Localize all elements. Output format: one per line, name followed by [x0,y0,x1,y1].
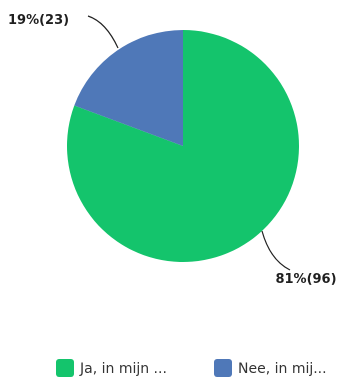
legend-label-1: Ja, in mijn ... [79,361,167,377]
legend-item-1[interactable]: Ja, in mijn ... [56,359,167,377]
legend-swatch-1 [56,359,74,377]
data-label-2: 19%(23) [8,13,69,28]
pie-slice-1[interactable] [67,30,300,262]
legend-label-2: Nee, in mij... [238,361,327,377]
legend-item-2[interactable]: Nee, in mij... [214,359,327,377]
legend-swatch-2 [214,359,232,377]
data-label-1: 81%(96) [275,272,336,287]
leader-line-1 [261,230,291,271]
leader-line-2 [87,15,119,49]
pie-slice-2[interactable] [74,30,183,146]
